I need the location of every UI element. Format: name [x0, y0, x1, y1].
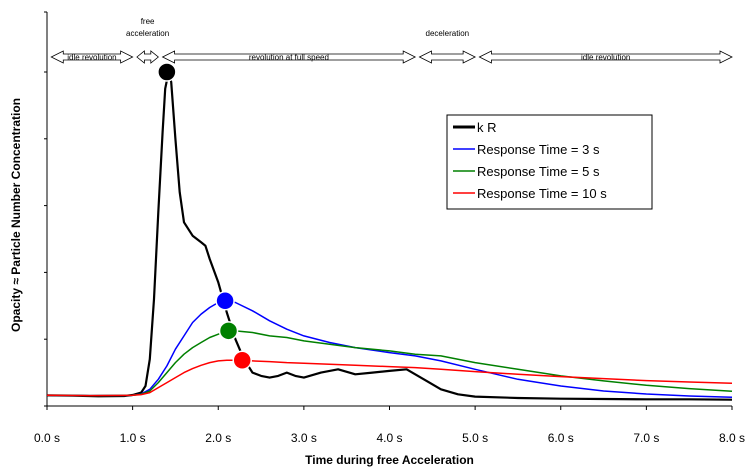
phase-label: idle revolution [581, 53, 630, 62]
phase-arrow [418, 50, 477, 64]
legend-box [446, 114, 653, 210]
phase-annotations: idle revolution free acceleration revolutio… [50, 17, 733, 64]
series-line [46, 330, 733, 397]
x-tick-label: 4.0 s [376, 431, 402, 445]
y-ticks [44, 11, 47, 407]
series-marker [157, 62, 177, 82]
phase-arrow [50, 50, 134, 64]
phase-label: idle revolution [67, 53, 116, 62]
phase-label: revolution at full speed [249, 53, 329, 62]
series-line [46, 70, 733, 401]
series-marker [218, 321, 239, 341]
phase-arrow [161, 50, 417, 64]
x-ticks: 0.0 s 1.0 s 2.0 s 3.0 s 4.0 s 5.0 s 6.0 s 7.0 s… [34, 406, 745, 445]
legend-label: Response Time = 10 s [477, 186, 607, 201]
phase-label: free acceleration [126, 17, 169, 38]
x-tick-label: 8.0 s [719, 431, 745, 445]
series-markers [157, 62, 252, 370]
x-tick-label: 0.0 s [34, 431, 60, 445]
legend-label: Response Time = 3 s [477, 142, 600, 157]
series-marker [215, 291, 235, 311]
x-tick-label: 5.0 s [462, 431, 488, 445]
series-line [46, 359, 733, 397]
series-lines [46, 70, 733, 401]
legend-label: Response Time = 5 s [477, 164, 600, 179]
x-tick-label: 6.0 s [548, 431, 574, 445]
series-marker [232, 350, 252, 370]
x-tick-label: 7.0 s [633, 431, 659, 445]
legend-label: k R [477, 120, 497, 135]
x-tick-label: 3.0 s [291, 431, 317, 445]
phase-arrow [478, 50, 733, 64]
y-axis-title: Opacity ≈ Particle Number Concentration [9, 98, 23, 332]
phase-label: deceleration [426, 29, 470, 38]
x-axis-title: Time during free Acceleration [305, 453, 474, 467]
x-tick-label: 2.0 s [205, 431, 231, 445]
series-line [46, 300, 733, 399]
legend: k R Response Time = 3 s Response Time = 5 … [446, 114, 653, 210]
x-tick-label: 1.0 s [120, 431, 146, 445]
phase-arrow [136, 50, 159, 64]
